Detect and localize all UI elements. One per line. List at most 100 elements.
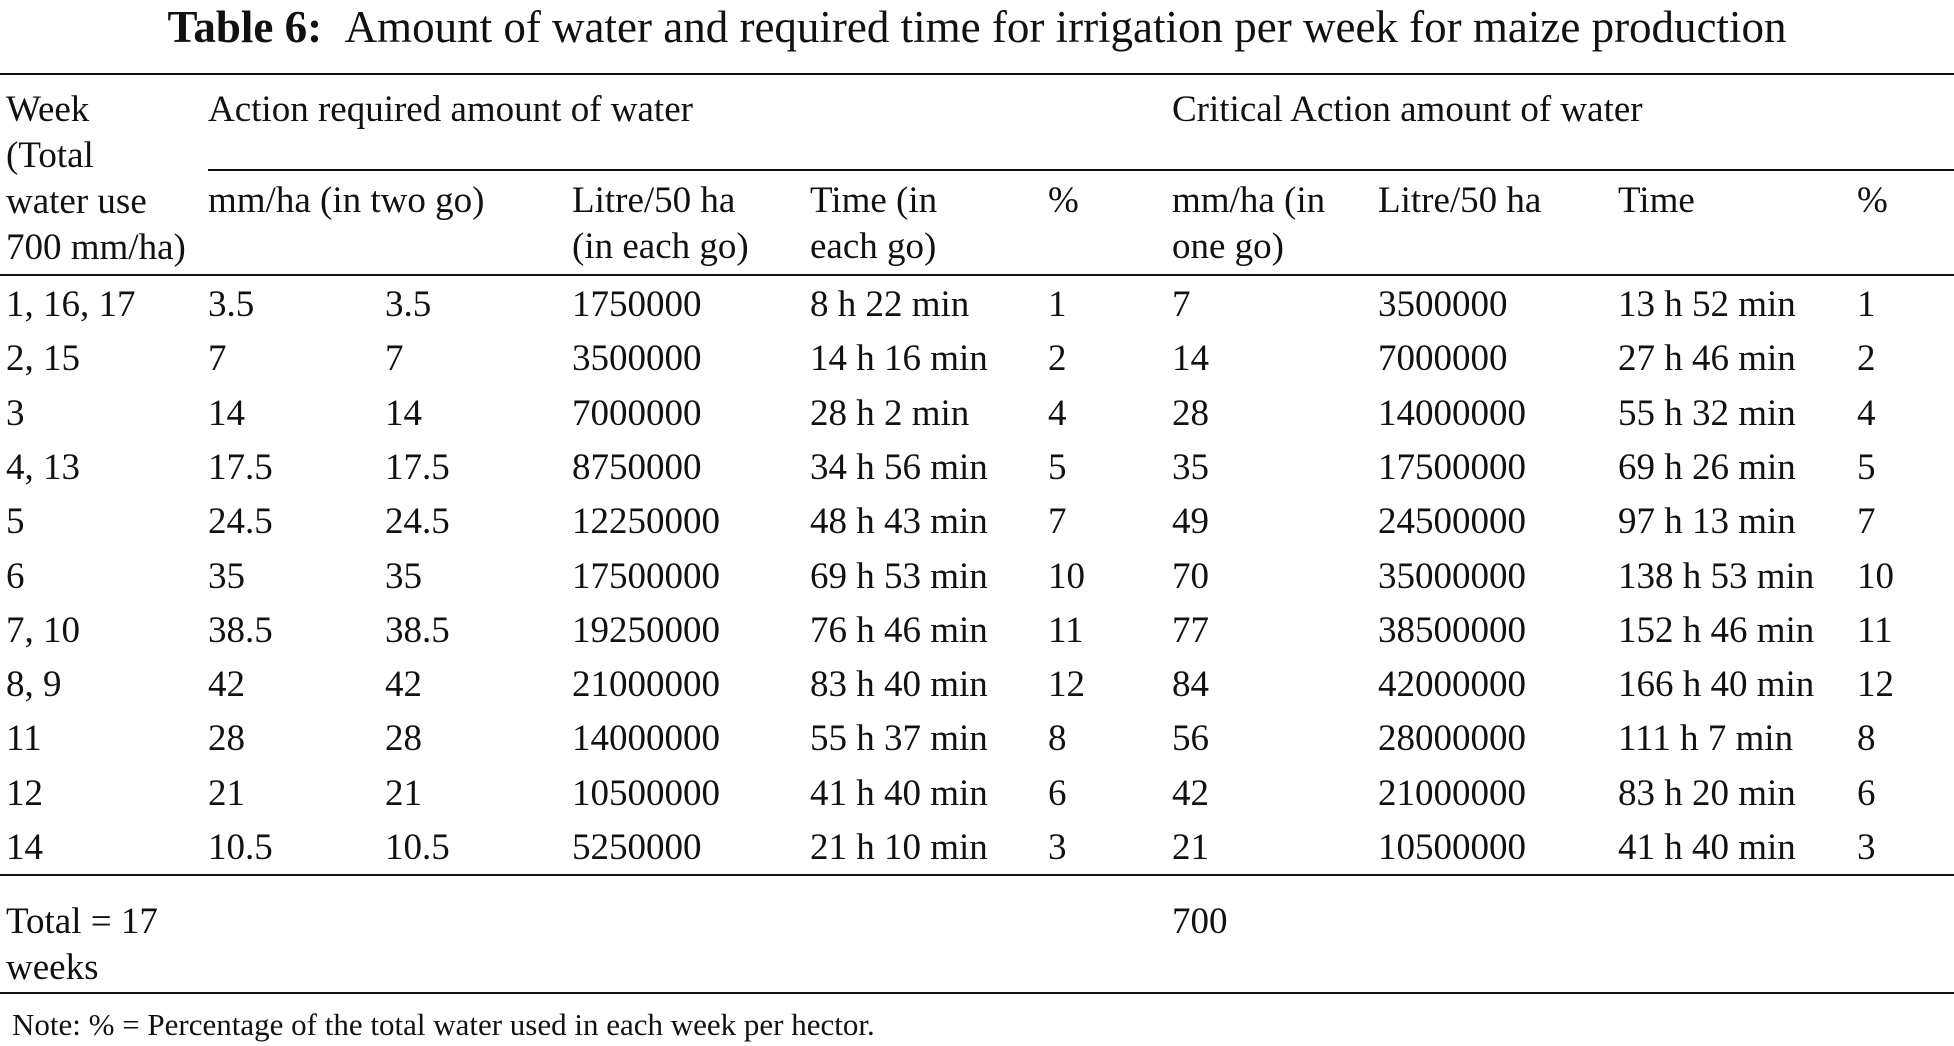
cell-mm-second-go: 38.5: [385, 609, 450, 651]
cell-mm-first-go: 7: [208, 338, 227, 380]
cell-pct: 1: [1048, 284, 1067, 325]
cell-time-each-go: 83 h 40 min: [810, 664, 988, 706]
header-litre: Litre/50 ha: [1378, 180, 1542, 221]
cell-week: 1, 16, 17: [6, 284, 136, 325]
cell-time-each-go: 69 h 53 min: [810, 555, 988, 597]
header-action-group: Action required amount of water: [208, 89, 693, 130]
cell-week: 8, 9: [6, 664, 62, 706]
cell-mm-second-go: 24.5: [385, 501, 450, 543]
cell-time-each-go: 28 h 2 min: [810, 392, 970, 434]
total-value: 700: [1172, 901, 1228, 942]
cell-pct: 5: [1048, 446, 1067, 488]
cell-mm-one-go: 21: [1172, 827, 1209, 868]
cell-litre: 3500000: [1378, 284, 1508, 325]
cell-time-each-go: 76 h 46 min: [810, 609, 988, 651]
cell-litre-each-go: 10500000: [572, 772, 720, 814]
cell-pct: 8: [1048, 718, 1067, 760]
cell-mm-one-go: 28: [1172, 392, 1209, 434]
cell-pct: 10: [1048, 555, 1085, 597]
cell-mm-first-go: 42: [208, 664, 245, 706]
cell-pct-critical: 4: [1857, 392, 1876, 434]
cell-pct-critical: 10: [1857, 555, 1894, 597]
cell-time-each-go: 14 h 16 min: [810, 338, 988, 380]
cell-mm-first-go: 17.5: [208, 446, 273, 488]
cell-mm-second-go: 10.5: [385, 827, 450, 868]
header-litre-each-go: Litre/50 ha (in each go): [572, 180, 749, 267]
cell-time-each-go: 48 h 43 min: [810, 501, 988, 543]
cell-litre: 10500000: [1378, 827, 1526, 868]
cell-time: 69 h 26 min: [1618, 446, 1796, 488]
total-bottom-rule: [0, 992, 1954, 994]
header-critical-group: Critical Action amount of water: [1172, 89, 1643, 130]
cell-pct: 2: [1048, 338, 1067, 380]
cell-mm-first-go: 10.5: [208, 827, 273, 868]
cell-pct-critical: 12: [1857, 664, 1894, 706]
cell-pct-critical: 7: [1857, 501, 1876, 543]
cell-mm-first-go: 24.5: [208, 501, 273, 543]
cell-litre-each-go: 1750000: [572, 284, 702, 325]
cell-litre: 28000000: [1378, 718, 1526, 760]
cell-mm-first-go: 14: [208, 392, 245, 434]
cell-week: 5: [6, 501, 25, 543]
cell-pct: 6: [1048, 772, 1067, 814]
cell-pct: 7: [1048, 501, 1067, 543]
cell-mm-one-go: 14: [1172, 338, 1209, 380]
top-rule: [0, 73, 1954, 75]
cell-mm-first-go: 35: [208, 555, 245, 597]
cell-mm-one-go: 42: [1172, 772, 1209, 814]
table-caption: Table 6: Amount of water and required ti…: [0, 2, 1954, 52]
body-bottom-rule: [0, 874, 1954, 876]
cell-mm-second-go: 28: [385, 718, 422, 760]
header-pct: %: [1048, 180, 1079, 221]
cell-mm-one-go: 77: [1172, 609, 1209, 651]
header-time: Time: [1618, 180, 1695, 221]
cell-mm-second-go: 14: [385, 392, 422, 434]
cell-week: 14: [6, 827, 43, 868]
cell-mm-first-go: 38.5: [208, 609, 273, 651]
cell-mm-one-go: 84: [1172, 664, 1209, 706]
cell-pct-critical: 11: [1857, 609, 1893, 651]
cell-time-each-go: 55 h 37 min: [810, 718, 988, 760]
cell-litre: 38500000: [1378, 609, 1526, 651]
cell-mm-second-go: 42: [385, 664, 422, 706]
cell-litre-each-go: 21000000: [572, 664, 720, 706]
cell-week: 12: [6, 772, 43, 814]
cell-mm-one-go: 7: [1172, 284, 1191, 325]
cell-mm-first-go: 28: [208, 718, 245, 760]
cell-litre-each-go: 7000000: [572, 392, 702, 434]
cell-week: 4, 13: [6, 446, 80, 488]
cell-litre: 14000000: [1378, 392, 1526, 434]
cell-mm-first-go: 21: [208, 772, 245, 814]
cell-litre: 17500000: [1378, 446, 1526, 488]
cell-litre: 24500000: [1378, 501, 1526, 543]
group-rule: [208, 169, 1954, 171]
cell-mm-one-go: 70: [1172, 555, 1209, 597]
cell-time-each-go: 34 h 56 min: [810, 446, 988, 488]
header-time-each-go: Time (in each go): [810, 180, 938, 267]
cell-time: 97 h 13 min: [1618, 501, 1796, 543]
cell-litre-each-go: 17500000: [572, 555, 720, 597]
cell-mm-first-go: 3.5: [208, 284, 255, 325]
cell-week: 6: [6, 555, 25, 597]
cell-mm-one-go: 35: [1172, 446, 1209, 488]
cell-litre-each-go: 3500000: [572, 338, 702, 380]
cell-time: 55 h 32 min: [1618, 392, 1796, 434]
header-mm-one-go: mm/ha (in one go): [1172, 180, 1326, 267]
cell-litre-each-go: 12250000: [572, 501, 720, 543]
cell-week: 7, 10: [6, 609, 80, 651]
cell-time: 166 h 40 min: [1618, 664, 1815, 706]
header-week: Week (Total water use 700 mm/ha): [6, 89, 186, 268]
cell-time: 138 h 53 min: [1618, 555, 1815, 597]
cell-litre: 35000000: [1378, 555, 1526, 597]
cell-time: 152 h 46 min: [1618, 609, 1815, 651]
cell-litre-each-go: 14000000: [572, 718, 720, 760]
cell-litre-each-go: 19250000: [572, 609, 720, 651]
cell-pct: 11: [1048, 609, 1084, 651]
cell-mm-second-go: 3.5: [385, 284, 432, 325]
cell-litre: 21000000: [1378, 772, 1526, 814]
cell-litre: 7000000: [1378, 338, 1508, 380]
cell-time: 83 h 20 min: [1618, 772, 1796, 814]
caption-label: Table 6:: [167, 2, 323, 52]
cell-mm-one-go: 56: [1172, 718, 1209, 760]
cell-time-each-go: 41 h 40 min: [810, 772, 988, 814]
